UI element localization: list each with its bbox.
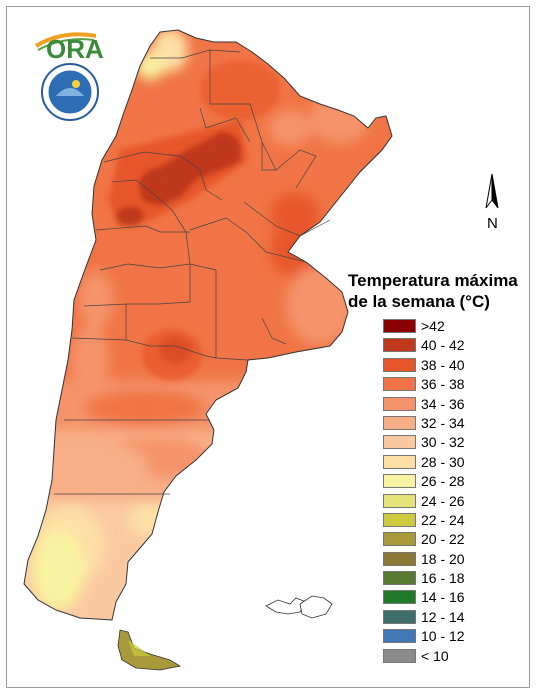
- legend-label: 38 - 40: [421, 356, 465, 373]
- ora-logo-text: ORA: [46, 34, 104, 64]
- legend-title: Temperatura máxima de la semana (°C): [348, 270, 530, 312]
- legend-label: 22 - 24: [421, 511, 465, 528]
- legend-swatch: [383, 648, 416, 663]
- legend-label: 24 - 26: [421, 492, 465, 509]
- legend-swatch: [383, 609, 416, 624]
- legend-swatch: [383, 571, 416, 586]
- legend-swatch: [383, 532, 416, 547]
- legend-label: 16 - 18: [421, 570, 465, 587]
- legend-swatch: [383, 590, 416, 605]
- legend-swatch: [383, 357, 416, 372]
- legend-label: 26 - 28: [421, 473, 465, 490]
- malvinas-islands: [265, 595, 333, 619]
- province-borders: [23, 29, 393, 621]
- legend-label: 36 - 38: [421, 376, 465, 393]
- map-frame: [6, 6, 530, 688]
- legend-label: 14 - 16: [421, 589, 465, 606]
- legend-swatch: [383, 415, 416, 430]
- legend-label: 18 - 20: [421, 550, 465, 567]
- legend-label: 40 - 42: [421, 337, 465, 354]
- legend-swatch: [383, 474, 416, 489]
- legend-swatch: [383, 512, 416, 527]
- legend-swatch: [383, 493, 416, 508]
- legend-label: < 10: [421, 647, 449, 664]
- legend-label: 32 - 34: [421, 414, 465, 431]
- legend-title-line1: Temperatura máxima: [348, 271, 518, 290]
- legend-swatch: [383, 435, 416, 450]
- legend-title-line2: de la semana (°C): [348, 292, 490, 311]
- legend-label: >42: [421, 318, 445, 334]
- legend-swatch: [383, 338, 416, 353]
- north-arrow-label: N: [487, 215, 498, 232]
- smn-seal-icon: [41, 63, 99, 121]
- legend-label: 34 - 36: [421, 395, 465, 412]
- tierra-del-fuego: [117, 629, 182, 671]
- legend-label: 28 - 30: [421, 453, 465, 470]
- legend-label: 20 - 22: [421, 531, 465, 548]
- legend-swatch: [383, 551, 416, 566]
- legend-swatch: [383, 319, 416, 333]
- legend-swatch: [383, 454, 416, 469]
- legend-label: 10 - 12: [421, 628, 465, 645]
- legend-swatch: [383, 629, 416, 644]
- legend-swatch: [383, 396, 416, 411]
- ora-logo: ORA: [34, 32, 104, 64]
- legend-label: 12 - 14: [421, 608, 465, 625]
- legend-label: 30 - 32: [421, 434, 465, 451]
- legend-swatch: [383, 377, 416, 392]
- north-arrow-icon: [485, 173, 499, 209]
